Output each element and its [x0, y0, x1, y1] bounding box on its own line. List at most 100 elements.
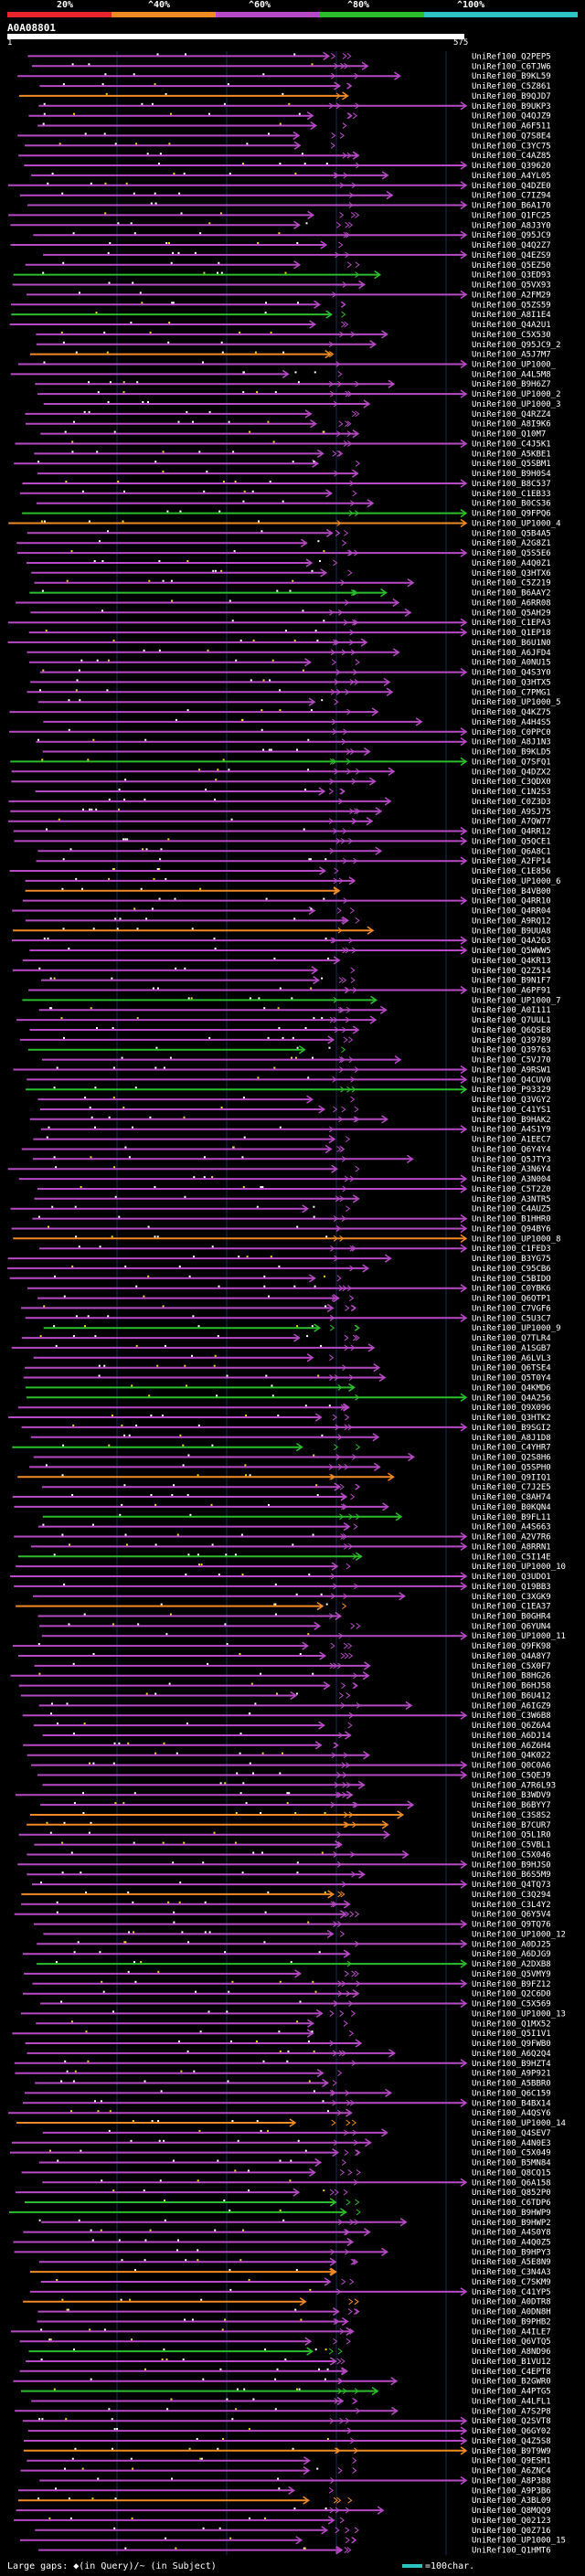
hit-label[interactable]: UniRef100_C3Q294 — [472, 1891, 551, 1900]
hit-label[interactable]: UniRef100_C6TJW6 — [472, 62, 551, 71]
hit-label[interactable]: UniRef100_UP1000_ — [472, 361, 557, 370]
hit-label[interactable]: UniRef100_Q95JC9_2 — [472, 341, 561, 350]
hit-label[interactable]: UniRef100_A9SJ75 — [472, 808, 551, 817]
hit-label[interactable]: UniRef100_B0CS36 — [472, 500, 551, 509]
hit-label[interactable]: UniRef100_Q1HMT6 — [472, 2547, 551, 2556]
hit-label[interactable]: UniRef100_B9UKP3 — [472, 102, 551, 111]
hit-label[interactable]: UniRef100_A6Z6H4 — [472, 1742, 551, 1751]
hit-label[interactable]: UniRef100_B9HPY3 — [472, 2248, 551, 2257]
hit-label[interactable]: UniRef100_A8I1E4 — [472, 311, 551, 320]
hit-label[interactable]: UniRef100_A8RRN1 — [472, 1542, 551, 1552]
hit-label[interactable]: UniRef100_Q0C0A6 — [472, 1762, 551, 1771]
hit-label[interactable]: UniRef100_B9T9W9 — [472, 2447, 551, 2456]
hit-label[interactable]: UniRef100_Q3HTK2 — [472, 1414, 551, 1423]
hit-label[interactable]: UniRef100_A0DTR8 — [472, 2298, 551, 2307]
hit-label[interactable]: UniRef100_A4S663 — [472, 1523, 551, 1532]
hit-label[interactable]: UniRef100_Q1MX52 — [472, 2019, 551, 2029]
hit-label[interactable]: UniRef100_C4AUZ5 — [472, 1205, 551, 1214]
hit-label[interactable]: UniRef100_C95CB6 — [472, 1265, 551, 1274]
hit-label[interactable]: UniRef100_Q4Q2Z7 — [472, 241, 551, 250]
hit-label[interactable]: UniRef100_A8J3Y0 — [472, 221, 551, 230]
hit-label[interactable]: UniRef100_B9HWP2 — [472, 2219, 551, 2228]
hit-label[interactable]: UniRef100_A8J1N3 — [472, 738, 551, 747]
hit-label[interactable]: UniRef100_Q6QSE8 — [472, 1026, 551, 1035]
hit-label[interactable]: UniRef100_C5X0F7 — [472, 1662, 551, 1671]
hit-label[interactable]: UniRef100_UP1000_6 — [472, 877, 561, 886]
hit-label[interactable]: UniRef100_C5X046 — [472, 1851, 551, 1860]
hit-label[interactable]: UniRef100_A2G8Z1 — [472, 539, 551, 548]
hit-label[interactable]: UniRef100_C3N4A3 — [472, 2268, 551, 2277]
hit-label[interactable]: UniRef100_Q5AH29 — [472, 609, 551, 618]
hit-label[interactable]: UniRef100_UP1000_4 — [472, 520, 561, 529]
hit-label[interactable]: UniRef100_Q4KMD6 — [472, 1383, 551, 1393]
hit-label[interactable]: UniRef100_C1EB33 — [472, 490, 551, 499]
hit-label[interactable]: UniRef100_B3WDV9 — [472, 1791, 551, 1800]
hit-label[interactable]: UniRef100_C4J5K1 — [472, 440, 551, 450]
hit-label[interactable]: UniRef100_Q2PEP5 — [472, 52, 551, 61]
hit-label[interactable]: UniRef100_B1VU12 — [472, 2358, 551, 2367]
hit-label[interactable]: UniRef100_Q5ZS59 — [472, 301, 551, 310]
hit-label[interactable]: UniRef100_Q9FPQ6 — [472, 510, 551, 519]
hit-label[interactable]: UniRef100_Q6GY02 — [472, 2427, 551, 2436]
hit-label[interactable]: UniRef100_B9KLD5 — [472, 748, 551, 758]
hit-label[interactable]: UniRef100_Q5WWW5 — [472, 947, 551, 956]
hit-label[interactable]: UniRef100_B6BYY7 — [472, 1801, 551, 1810]
hit-label[interactable]: UniRef100_UP1000_8 — [472, 1235, 561, 1244]
hit-label[interactable]: UniRef100_A0I111 — [472, 1006, 551, 1015]
hit-label[interactable]: UniRef100_B6AAY2 — [472, 589, 551, 599]
hit-label[interactable]: UniRef100_A2FM29 — [472, 291, 551, 300]
hit-label[interactable]: UniRef100_A1SGB7 — [472, 1344, 551, 1353]
hit-label[interactable]: UniRef100_Q5B4A5 — [472, 529, 551, 538]
hit-label[interactable]: UniRef100_Q3HTX6 — [472, 569, 551, 578]
hit-label[interactable]: UniRef100_A5J7M7 — [472, 351, 551, 360]
hit-label[interactable]: UniRef100_UP1000_11 — [472, 1632, 566, 1641]
hit-label[interactable]: UniRef100_A4S1Y9 — [472, 1126, 551, 1135]
hit-label[interactable]: UniRef100_B3YG75 — [472, 1255, 551, 1264]
hit-label[interactable]: UniRef100_C4AZ85 — [472, 152, 551, 161]
hit-label[interactable]: UniRef100_Q5EZ50 — [472, 261, 551, 270]
hit-label[interactable]: UniRef100_C7J2E5 — [472, 1483, 551, 1492]
hit-label[interactable]: UniRef100_UP1000_7 — [472, 996, 561, 1005]
hit-label[interactable]: UniRef100_Q39620 — [472, 162, 551, 171]
hit-label[interactable]: UniRef100_A2V7R6 — [472, 1533, 551, 1542]
hit-label[interactable]: UniRef100_A6DJG9 — [472, 1950, 551, 1959]
hit-label[interactable]: UniRef100_Q3ED93 — [472, 271, 551, 281]
hit-label[interactable]: UniRef100_Q5I1V1 — [472, 2030, 551, 2039]
hit-label[interactable]: UniRef100_C3QDX0 — [472, 778, 551, 787]
hit-label[interactable]: UniRef100_Q7SFQ1 — [472, 758, 551, 767]
hit-label[interactable]: UniRef100_A5E8N9 — [472, 2258, 551, 2267]
hit-label[interactable]: UniRef100_B6HJ58 — [472, 1682, 551, 1691]
hit-label[interactable]: UniRef100_A5KBE1 — [472, 450, 551, 459]
hit-label[interactable]: UniRef100_A7S2P8 — [472, 2407, 551, 2416]
hit-label[interactable]: UniRef100_C5QEJ9 — [472, 1772, 551, 1781]
hit-label[interactable]: UniRef100_Q39763 — [472, 1046, 551, 1055]
hit-label[interactable]: UniRef100_Q5VMY9 — [472, 1970, 551, 1979]
hit-label[interactable]: UniRef100_Q4DZX2 — [472, 768, 551, 777]
hit-label[interactable]: UniRef100_B8C537 — [472, 480, 551, 489]
hit-label[interactable]: UniRef100_Q6A158 — [472, 2178, 551, 2188]
hit-label[interactable]: UniRef100_UP1000_13 — [472, 2009, 566, 2019]
hit-label[interactable]: UniRef100_C1EPA3 — [472, 619, 551, 628]
hit-label[interactable]: UniRef100_Q4K022 — [472, 1752, 551, 1761]
hit-label[interactable]: UniRef100_Q4RR12 — [472, 828, 551, 837]
hit-label[interactable]: UniRef100_B9H6Z7 — [472, 380, 551, 389]
hit-label[interactable]: UniRef100_B9FZ12 — [472, 1980, 551, 1989]
hit-label[interactable]: UniRef100_C3XGK9 — [472, 1593, 551, 1602]
hit-label[interactable]: UniRef100_A7QW77 — [472, 818, 551, 827]
hit-label[interactable]: UniRef100_A8J1D8 — [472, 1434, 551, 1443]
hit-label[interactable]: UniRef100_A4QSY6 — [472, 2109, 551, 2118]
hit-label[interactable]: UniRef100_Q6Y4Y4 — [472, 1146, 551, 1155]
hit-label[interactable]: UniRef100_UP1000_14 — [472, 2119, 566, 2128]
hit-label[interactable]: UniRef100_B9QJD7 — [472, 92, 551, 101]
hit-label[interactable]: UniRef100_A4S0Y8 — [472, 2229, 551, 2238]
hit-label[interactable]: UniRef100_Q6YUN4 — [472, 1622, 551, 1631]
hit-label[interactable]: UniRef100_Q7UUL1 — [472, 1016, 551, 1025]
hit-label[interactable]: UniRef100_Q5JTY3 — [472, 1155, 551, 1164]
hit-label[interactable]: UniRef100_B2GWR0 — [472, 2378, 551, 2387]
hit-label[interactable]: UniRef100_C1N2S3 — [472, 788, 551, 797]
hit-label[interactable]: UniRef100_Q1FC25 — [472, 211, 551, 220]
hit-label[interactable]: UniRef100_B4BX14 — [472, 2099, 551, 2108]
hit-label[interactable]: UniRef100_Q2SVT8 — [472, 2417, 551, 2426]
hit-label[interactable]: UniRef100_Q4QJZ9 — [472, 112, 551, 122]
hit-label[interactable]: UniRef100_Q95JC9 — [472, 231, 551, 240]
